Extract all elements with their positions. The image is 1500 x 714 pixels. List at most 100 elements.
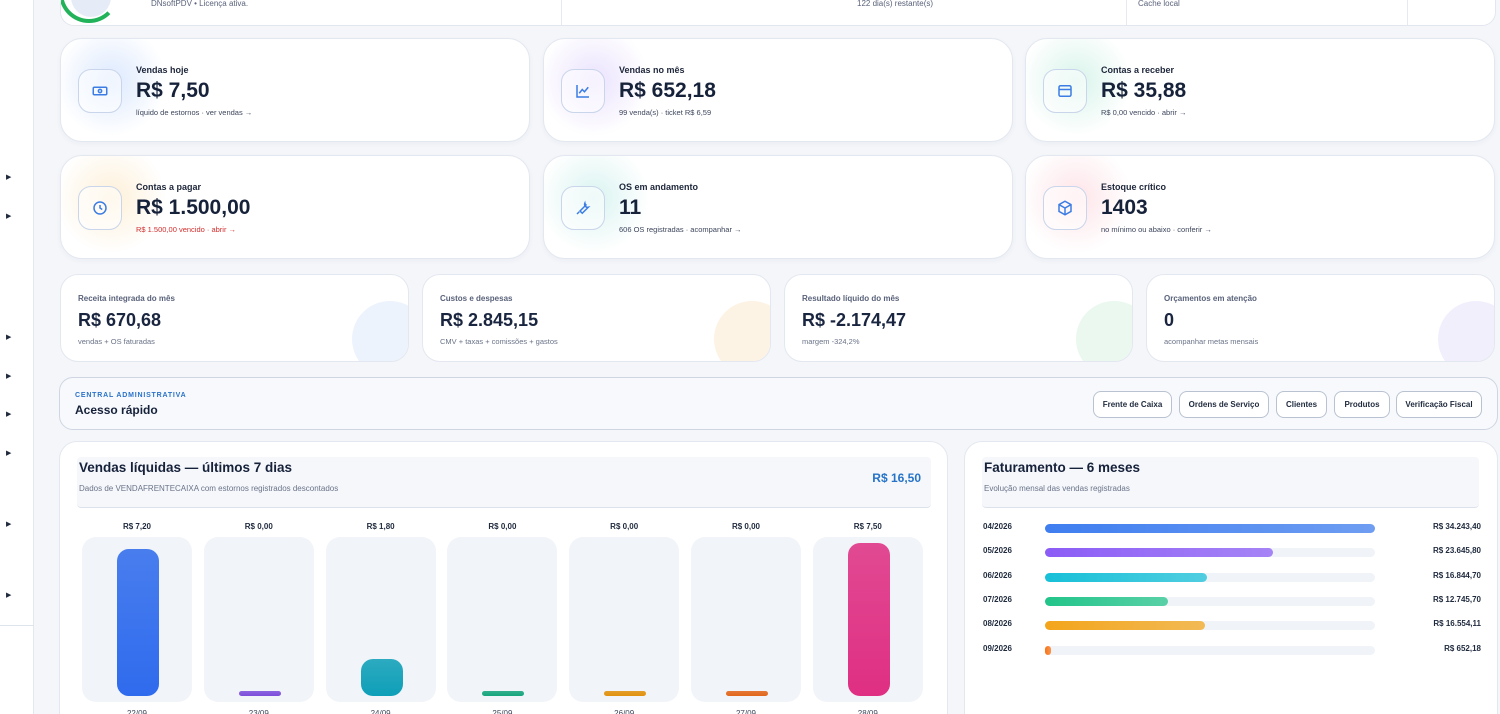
dashboard-main: DNsoftPDV • Licença ativa. 122 dia(s) re… [34, 0, 1500, 714]
bar-value-label: R$ 7,50 [853, 522, 882, 531]
kpi-card-contas-pagar[interactable]: Contas a pagar R$ 1.500,00 R$ 1.500,00 v… [60, 155, 530, 259]
bar[interactable] [1045, 572, 1208, 582]
expand-caret-icon[interactable]: ▶ [6, 373, 12, 380]
kpi-link[interactable]: R$ 0,00 vencido · abrir → [1101, 108, 1187, 117]
card-decoration [1438, 301, 1494, 361]
revenue-row: 06/2026 R$ 16.844,70 [983, 571, 1481, 583]
sidebar-divider [0, 625, 34, 626]
license-banner: DNsoftPDV • Licença ativa. 122 dia(s) re… [60, 0, 1496, 26]
bar-day-label: 25/09 [492, 709, 513, 714]
summary-card-receita: Receita integrada do mês R$ 670,68 venda… [60, 274, 409, 362]
kpi-card-vendas-hoje[interactable]: Vendas hoje R$ 7,50 líquido de estornos … [60, 38, 530, 142]
card-decoration [1076, 301, 1132, 361]
kpi-card-contas-receber[interactable]: Contas a receber R$ 35,88 R$ 0,00 vencid… [1025, 38, 1495, 142]
bar-day-label: 27/09 [735, 709, 757, 714]
monthly-revenue-panel: Faturamento — 6 meses Evolução mensal da… [964, 441, 1498, 714]
box-icon [1043, 186, 1087, 230]
bar-track [1045, 548, 1375, 558]
trend-chart-icon [561, 69, 605, 113]
cache-status: Cache local [1138, 0, 1180, 8]
kpi-value: R$ 652,18 [619, 79, 716, 102]
summary-value: 0 [1164, 310, 1175, 330]
bar-value-label: R$ 0,00 [244, 522, 273, 531]
produtos-button[interactable]: Produtos [1334, 391, 1390, 418]
sidebar: ▶ ▶ ▶ ▶ ▶ ▶ ▶ ▶ [0, 0, 34, 714]
kpi-label: Contas a receber [1101, 65, 1175, 75]
bar[interactable] [604, 691, 647, 696]
month-label: 08/2026 [983, 619, 1012, 629]
frente-de-caixa-button[interactable]: Frente de Caixa [1093, 391, 1172, 418]
bar-column [812, 537, 923, 702]
bar[interactable] [847, 543, 890, 696]
panel-subtitle: Evolução mensal das vendas registradas [984, 484, 1130, 493]
weekly-total: R$ 16,50 [872, 471, 921, 485]
summary-card-resultado: Resultado líquido do mês R$ -2.174,47 ma… [784, 274, 1133, 362]
bar-track [1045, 572, 1375, 582]
bar-track [1045, 596, 1375, 606]
bar[interactable] [360, 659, 403, 696]
expand-caret-icon[interactable]: ▶ [6, 411, 12, 418]
kpi-card-estoque-critico[interactable]: Estoque crítico 1403 no mínimo ou abaixo… [1025, 155, 1495, 259]
kpi-label: Vendas no mês [619, 65, 685, 75]
clientes-button[interactable]: Clientes [1276, 391, 1327, 418]
bar-day-label: 24/09 [370, 709, 391, 714]
bar-value-label: R$ 7,20 [122, 522, 152, 531]
verificacao-fiscal-button[interactable]: Verificação Fiscal [1396, 391, 1482, 418]
summary-sub: acompanhar metas mensais [1164, 337, 1259, 346]
bar[interactable] [1045, 524, 1375, 533]
kpi-link[interactable]: R$ 1.500,00 vencido · abrir → [136, 225, 237, 234]
quick-access-bar: CENTRAL ADMINISTRATIVA Acesso rápido Fre… [59, 377, 1498, 430]
kpi-label: OS em andamento [619, 182, 699, 192]
license-days-left: 122 dia(s) restante(s) [857, 0, 934, 8]
card-decoration [352, 301, 408, 361]
kpi-link[interactable]: 606 OS registradas · acompanhar → [619, 225, 742, 234]
month-label: 04/2026 [983, 522, 1012, 531]
bar-column [569, 537, 680, 702]
summary-card-custos: Custos e despesas R$ 2.845,15 CMV + taxa… [422, 274, 771, 362]
bar-value-label: R$ 34.243,40 [1432, 522, 1481, 531]
expand-caret-icon[interactable]: ▶ [6, 592, 12, 599]
month-label: 06/2026 [983, 570, 1012, 580]
bar-value-label: R$ 16.554,11 [1433, 619, 1481, 629]
kpi-card-vendas-mes[interactable]: Vendas no mês R$ 652,18 99 venda(s) · ti… [543, 38, 1013, 142]
bar-column [691, 537, 801, 702]
bar[interactable] [1045, 645, 1052, 655]
bar-column [203, 537, 314, 702]
kpi-link[interactable]: líquido de estornos · ver vendas → [136, 108, 253, 117]
bar-value-label: R$ 0,00 [731, 522, 761, 531]
bar[interactable] [482, 691, 525, 696]
revenue-row: 08/2026 R$ 16.554,11 [983, 619, 1481, 631]
expand-caret-icon[interactable]: ▶ [6, 174, 12, 181]
month-label: 05/2026 [983, 546, 1012, 556]
bar-day-label: 28/09 [857, 709, 878, 714]
bar[interactable] [238, 691, 281, 696]
summary-card-orcamentos: Orçamentos em atenção 0 acompanhar metas… [1146, 274, 1495, 362]
month-label: 09/2026 [983, 643, 1012, 653]
panel-title: Vendas líquidas — últimos 7 dias [79, 460, 293, 475]
bar[interactable] [726, 691, 768, 696]
card-decoration [714, 301, 770, 361]
ordens-de-servico-button[interactable]: Ordens de Serviço [1179, 391, 1269, 418]
bar-value-label: R$ 1,80 [366, 522, 395, 531]
banner-divider [561, 0, 562, 25]
bar[interactable] [117, 549, 159, 696]
bar-value-label: R$ 0,00 [488, 522, 517, 531]
summary-value: R$ -2.174,47 [802, 310, 907, 330]
expand-caret-icon[interactable]: ▶ [6, 450, 12, 457]
banner-divider [1126, 0, 1127, 25]
weekly-sales-panel: Vendas líquidas — últimos 7 dias Dados d… [59, 441, 948, 714]
expand-caret-icon[interactable]: ▶ [6, 213, 12, 220]
wallet-icon [1043, 69, 1087, 113]
license-status: DNsoftPDV • Licença ativa. [151, 0, 249, 8]
bar[interactable] [1045, 548, 1273, 558]
expand-caret-icon[interactable]: ▶ [6, 334, 12, 341]
kpi-card-os-andamento[interactable]: OS em andamento 11 606 OS registradas · … [543, 155, 1013, 259]
expand-caret-icon[interactable]: ▶ [6, 521, 12, 528]
bar[interactable] [1045, 596, 1168, 606]
kpi-link[interactable]: no mínimo ou abaixo · conferir → [1101, 225, 1212, 234]
kpi-value: R$ 35,88 [1101, 79, 1187, 102]
panel-header: Vendas líquidas — últimos 7 dias Dados d… [77, 457, 931, 508]
month-label: 07/2026 [983, 594, 1012, 604]
kpi-value: R$ 7,50 [136, 79, 210, 102]
bar[interactable] [1045, 621, 1205, 631]
